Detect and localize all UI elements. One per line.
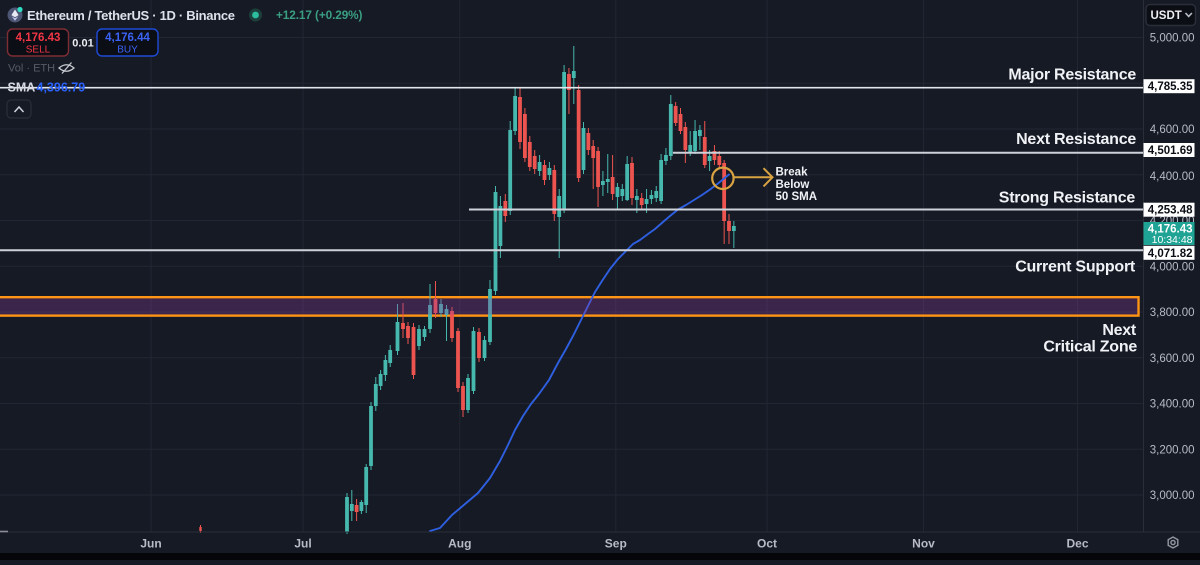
svg-text:3,400.00: 3,400.00 [1150, 399, 1195, 411]
svg-text:5,000.00: 5,000.00 [1150, 33, 1195, 45]
svg-text:Major Resistance: Major Resistance [1008, 67, 1136, 84]
svg-text:3,800.00: 3,800.00 [1150, 307, 1195, 319]
svg-text:4,501.69: 4,501.69 [1148, 145, 1193, 157]
svg-text:Sep: Sep [605, 537, 627, 551]
svg-text:3,200.00: 3,200.00 [1150, 444, 1195, 456]
svg-text:Next Resistance: Next Resistance [1016, 131, 1136, 148]
svg-text:4,000.00: 4,000.00 [1150, 261, 1195, 273]
svg-text:4,785.35: 4,785.35 [1148, 81, 1193, 93]
svg-text:SMA: SMA [8, 81, 36, 95]
svg-text:Break: Break [776, 167, 809, 179]
svg-text:0.01: 0.01 [72, 38, 93, 50]
svg-text:4,400.00: 4,400.00 [1150, 171, 1195, 183]
svg-text:Nov: Nov [912, 537, 935, 551]
svg-text:USDT: USDT [1151, 10, 1182, 22]
svg-text:Below: Below [776, 179, 810, 191]
svg-text:Ethereum / TetherUS · 1D · Bin: Ethereum / TetherUS · 1D · Binance [27, 8, 235, 23]
svg-text:Strong Resistance: Strong Resistance [999, 189, 1136, 206]
svg-text:4,176.43: 4,176.43 [1148, 224, 1193, 236]
svg-text:10:34:48: 10:34:48 [1152, 234, 1193, 246]
svg-text:Oct: Oct [757, 537, 777, 551]
svg-text:4,396.79: 4,396.79 [37, 81, 86, 95]
svg-text:Vol · ETH: Vol · ETH [8, 63, 55, 75]
svg-text:Critical Zone: Critical Zone [1043, 339, 1137, 356]
svg-text:Jun: Jun [140, 537, 161, 551]
svg-text:SELL: SELL [26, 45, 51, 56]
svg-text:3,600.00: 3,600.00 [1150, 353, 1195, 365]
svg-text:Next: Next [1102, 322, 1137, 339]
svg-text:Dec: Dec [1066, 537, 1088, 551]
svg-text:+12.17 (+0.29%): +12.17 (+0.29%) [276, 8, 363, 22]
svg-text:Jul: Jul [294, 537, 311, 551]
svg-text:4,176.44: 4,176.44 [105, 32, 150, 44]
svg-text:3,000.00: 3,000.00 [1150, 490, 1195, 502]
svg-text:4,253.48: 4,253.48 [1148, 205, 1193, 217]
svg-text:BUY: BUY [117, 45, 138, 56]
svg-text:Current Support: Current Support [1015, 258, 1136, 275]
svg-text:Aug: Aug [448, 537, 471, 551]
svg-text:4,176.43: 4,176.43 [16, 32, 61, 44]
svg-text:50 SMA: 50 SMA [776, 191, 818, 203]
svg-text:4,600.00: 4,600.00 [1150, 124, 1195, 136]
svg-text:4,071.82: 4,071.82 [1148, 248, 1193, 260]
